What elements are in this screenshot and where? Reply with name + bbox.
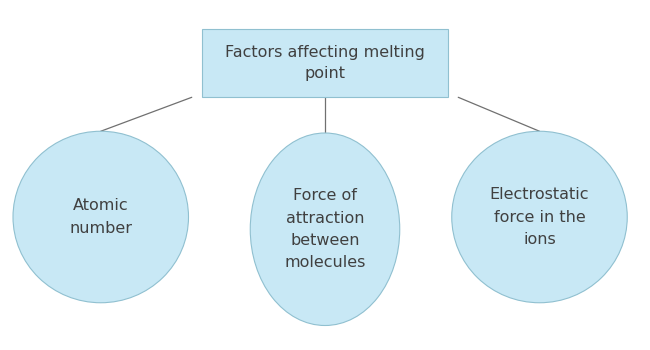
FancyBboxPatch shape — [202, 29, 448, 97]
Ellipse shape — [13, 131, 188, 303]
Ellipse shape — [452, 131, 627, 303]
Ellipse shape — [250, 133, 400, 326]
Text: Electrostatic
force in the
ions: Electrostatic force in the ions — [489, 187, 590, 247]
Text: Factors affecting melting
point: Factors affecting melting point — [225, 45, 425, 81]
Text: Atomic
number: Atomic number — [70, 198, 132, 236]
Text: Force of
attraction
between
molecules: Force of attraction between molecules — [284, 188, 366, 270]
